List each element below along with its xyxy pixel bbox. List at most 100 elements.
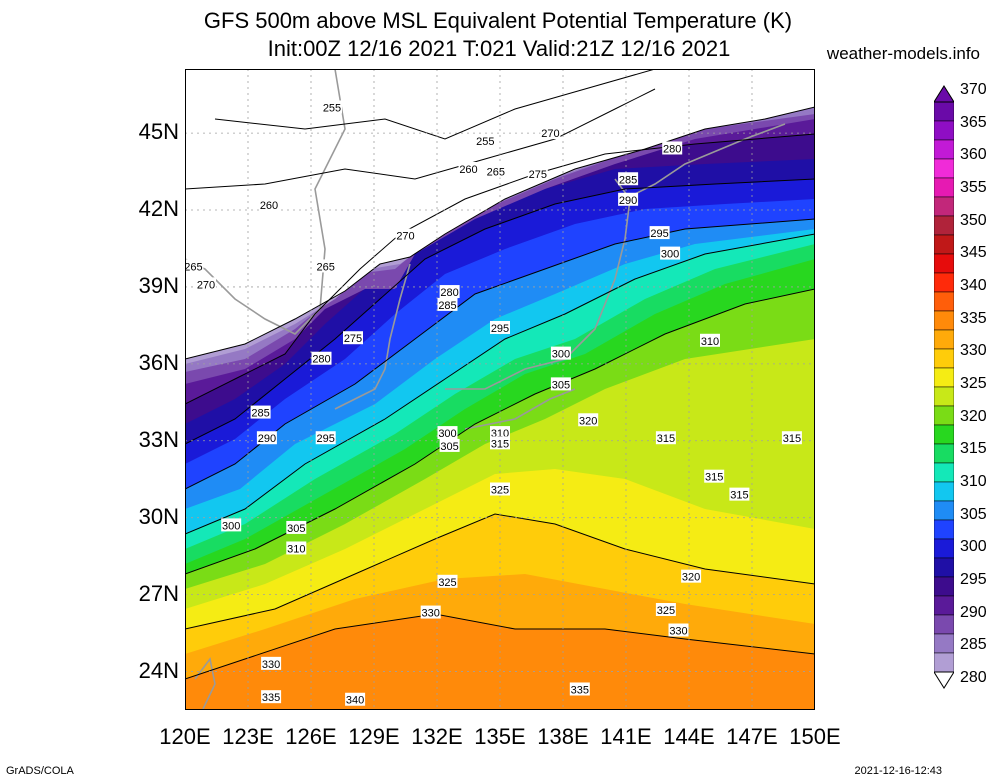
colorbar-box — [934, 158, 954, 179]
contour-label-bg — [261, 656, 282, 670]
colorbar-label: 340 — [960, 277, 987, 294]
contour-label-bg — [578, 413, 599, 427]
contour-label-bg — [196, 277, 216, 291]
colorbar-label: 355 — [960, 179, 987, 196]
colorbar-box — [934, 196, 954, 217]
contour-label: 275 — [344, 333, 362, 345]
contour-label: 260 — [459, 164, 477, 176]
contour-label: 300 — [438, 428, 456, 440]
contour-label-bg — [618, 192, 639, 206]
contour-label: 255 — [476, 136, 494, 148]
contour-label: 315 — [705, 472, 723, 484]
lon-tick-label: 141E — [600, 724, 652, 749]
colorbar-box — [934, 120, 954, 141]
contour-label: 275 — [529, 169, 547, 181]
colorbar — [934, 85, 954, 689]
lon-tick-label: 129E — [348, 724, 400, 749]
lon-tick-label: 135E — [474, 724, 526, 749]
contour-label: 315 — [657, 433, 675, 445]
map-frame — [185, 69, 815, 710]
contour-label-bg — [420, 605, 441, 619]
colorbar-label: 285 — [960, 636, 987, 654]
contour-label-bg — [655, 431, 676, 445]
contour-label: 325 — [657, 605, 675, 617]
coastlines — [185, 69, 786, 710]
map-title-line1: GFS 500m above MSL Equivalent Potential … — [203, 8, 793, 33]
contour-label-bg — [437, 574, 458, 588]
contour-label-bg — [490, 482, 510, 496]
contour-label: 320 — [682, 572, 700, 584]
colorbar-label: 305 — [960, 505, 987, 523]
lat-tick-label: 30N — [138, 503, 179, 529]
colorbar-box — [934, 576, 954, 597]
contour-label: 335 — [571, 684, 589, 696]
colorbar-box — [934, 633, 954, 654]
colorbar-box — [934, 139, 954, 160]
lon-tick-label: 138E — [537, 724, 589, 749]
lat-tick-label: 33N — [138, 426, 179, 452]
contour-label-bg — [660, 246, 681, 260]
lon-tick-label: 126E — [285, 724, 337, 749]
contour-label-bg — [540, 126, 561, 140]
contour-label-bg — [315, 431, 336, 445]
colorbar-label: 320 — [960, 407, 987, 425]
colorbar-label: 345 — [960, 244, 987, 262]
contour-label-bg — [681, 569, 702, 583]
contour-label: 310 — [287, 543, 305, 555]
footer-right: 2021-12-16-12:43 — [854, 765, 942, 777]
contour-label: 260 — [260, 200, 278, 212]
contour-label: 305 — [440, 441, 458, 453]
colorbar-box — [934, 557, 954, 578]
contour-label-bg — [649, 226, 670, 240]
colorbar-label: 330 — [960, 342, 987, 360]
colorbar-box — [934, 595, 954, 616]
contour-label: 335 — [262, 692, 280, 704]
contour-label-bg — [704, 469, 725, 483]
contour-label-bg — [256, 431, 277, 445]
contour-label: 270 — [541, 128, 559, 140]
colorbar-box — [934, 310, 954, 331]
colorbar-box — [934, 348, 954, 369]
lon-tick-label: 150E — [789, 724, 841, 749]
contour-label: 330 — [669, 626, 687, 638]
lon-tick-label: 123E — [222, 724, 274, 749]
contour-label-bg — [261, 690, 282, 704]
contour-label-bg — [490, 320, 510, 334]
contour-label-bg — [286, 520, 307, 534]
contour-label: 285 — [251, 408, 269, 420]
colorbar-box — [934, 462, 954, 483]
contour-label: 315 — [783, 433, 801, 445]
colorbar-box — [934, 177, 954, 198]
colorbar-label: 290 — [960, 603, 987, 621]
colorbar-box — [934, 652, 954, 673]
contour-label: 340 — [346, 695, 364, 707]
colorbar-box — [934, 386, 954, 407]
contour-label-bg — [618, 172, 639, 186]
lat-tick-label: 42N — [138, 196, 179, 222]
contour-label-bg — [668, 623, 689, 637]
colorbar-box — [934, 519, 954, 540]
contour-label: 265 — [185, 261, 203, 273]
contour-label-bg — [569, 682, 590, 696]
lat-tick-label: 27N — [138, 580, 179, 606]
colorbar-label: 370 — [960, 81, 987, 98]
contour-label-bg — [655, 603, 676, 617]
colorbar-label: 280 — [960, 669, 987, 686]
contour-label: 265 — [317, 261, 335, 273]
colorbar-box — [934, 538, 954, 559]
contour-label: 270 — [396, 231, 414, 243]
contour-label: 295 — [650, 228, 668, 240]
colorbar-label: 315 — [960, 440, 987, 458]
colorbar-box — [934, 500, 954, 521]
contour-lines — [185, 69, 815, 680]
contour-label-bg — [185, 259, 204, 273]
lon-tick-label: 120E — [159, 724, 211, 749]
colorbar-box — [934, 272, 954, 293]
contour-label: 295 — [491, 323, 509, 335]
contour-label-bg — [458, 161, 479, 175]
contour-label: 320 — [579, 415, 597, 427]
contour-label-bg — [729, 487, 750, 501]
colorbar-box — [934, 367, 954, 388]
contour-label: 280 — [440, 287, 458, 299]
